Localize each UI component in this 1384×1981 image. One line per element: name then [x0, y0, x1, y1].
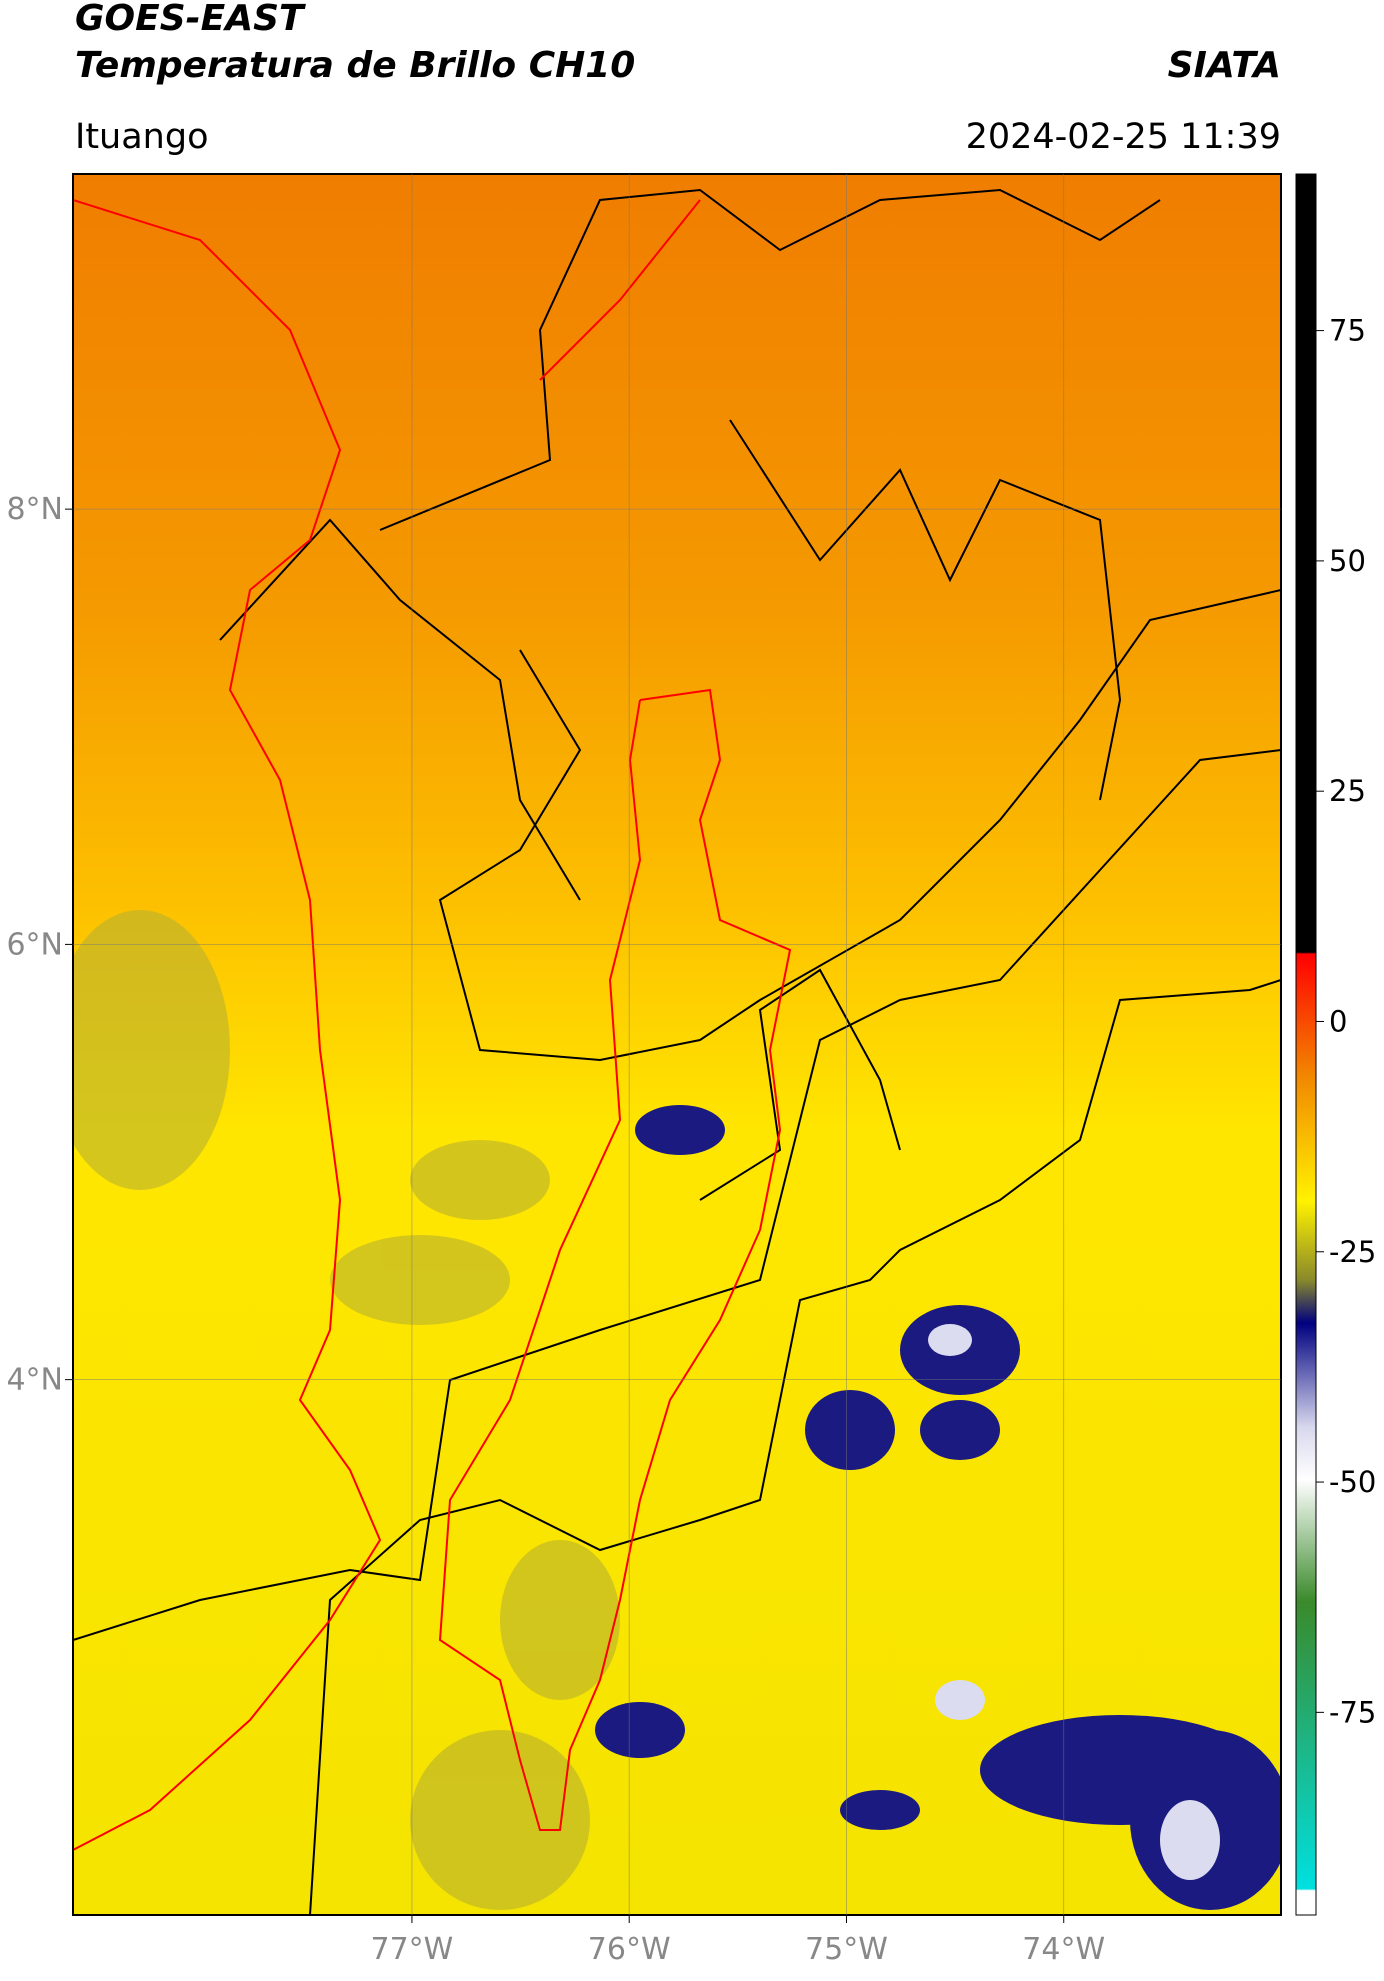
- datetime: 2024-02-25 11:39: [966, 117, 1281, 157]
- y-tick-label: 8°N: [6, 492, 63, 527]
- map-frame: [72, 173, 1282, 1916]
- colorbar-tick-label: 50: [1329, 544, 1366, 578]
- colorbar-tick-label: 25: [1329, 774, 1366, 808]
- title: GOES-EAST: [75, 0, 306, 39]
- x-tick-label: 75°W: [805, 1932, 888, 1967]
- satellite-image: [73, 174, 1281, 1915]
- y-tick-label: 4°N: [6, 1363, 63, 1398]
- colorbar-tick-label: -50: [1329, 1465, 1376, 1499]
- colorbar-tick-label: -75: [1329, 1695, 1376, 1729]
- colorbar: [1295, 173, 1317, 1916]
- colorbar-tick-label: -25: [1329, 1235, 1376, 1269]
- subtitle: Temperatura de Brillo CH10: [75, 45, 635, 86]
- x-tick-label: 77°W: [371, 1932, 454, 1967]
- x-tick-label: 76°W: [588, 1932, 671, 1967]
- y-tick-label: 6°N: [6, 927, 63, 962]
- brand: SIATA: [1168, 45, 1281, 86]
- colorbar-tick-label: 0: [1329, 1004, 1347, 1038]
- colorbar-tick-label: 75: [1329, 314, 1366, 348]
- location: Ituango: [75, 117, 209, 157]
- x-tick-label: 74°W: [1022, 1932, 1105, 1967]
